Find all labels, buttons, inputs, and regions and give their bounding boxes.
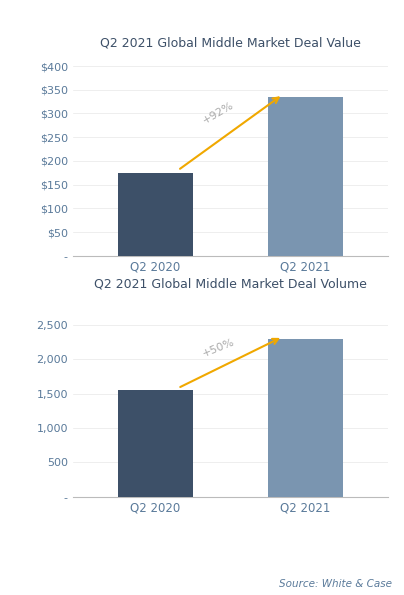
Text: +50%: +50% [201,337,236,359]
Text: Source: White & Case: Source: White & Case [279,579,392,589]
Title: Q2 2021 Global Middle Market Deal Value: Q2 2021 Global Middle Market Deal Value [100,37,361,50]
Text: +92%: +92% [201,99,236,126]
Bar [118,173,193,256]
Bar [268,339,343,497]
Bar [118,390,193,497]
Text: Q2 M&A Overview: Q2 M&A Overview [135,10,269,23]
Bar [268,97,343,256]
Title: Q2 2021 Global Middle Market Deal Volume: Q2 2021 Global Middle Market Deal Volume [94,278,367,291]
